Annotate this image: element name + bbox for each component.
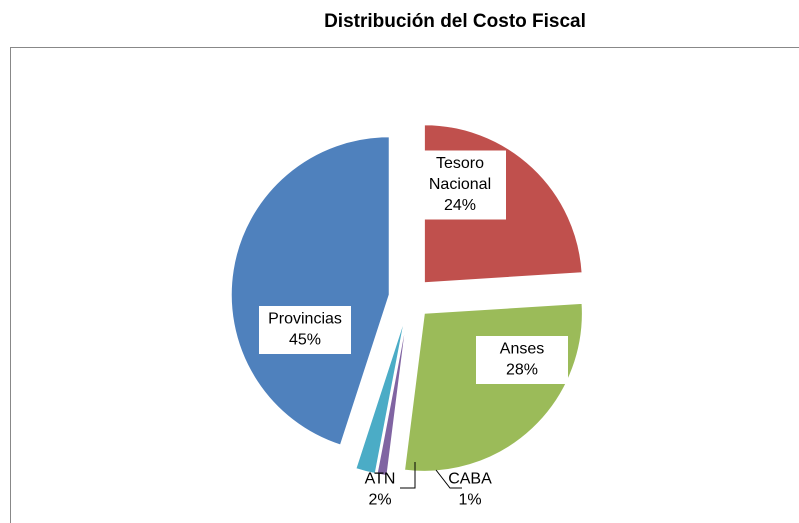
slice-label: ATN: [365, 471, 396, 488]
slice-value-label: 24%: [444, 197, 476, 214]
pie-slice: [230, 136, 390, 446]
slice-value-label: 45%: [289, 332, 321, 349]
leader-line: [435, 469, 462, 489]
slice-label-line: CABA: [448, 471, 492, 488]
slice-label: Tesoro Nacional: [429, 155, 491, 193]
pie-slice: [355, 318, 406, 475]
slice-label: Provincias: [268, 311, 342, 328]
slice-label-line: Nacional: [429, 176, 491, 193]
chart-title: Distribución del Costo Fiscal: [324, 11, 586, 32]
slice-value-label: 2%: [368, 492, 391, 509]
label-box: [476, 336, 568, 384]
slice-value-label: 28%: [506, 362, 538, 379]
label-box: [414, 150, 506, 220]
chart-frame: [10, 47, 799, 523]
slice-label: Anses: [500, 341, 544, 358]
slice-label-line: Provincias: [268, 311, 342, 328]
slice-label: CABA: [448, 471, 492, 488]
pie-slice: [376, 318, 408, 477]
slice-label-line: Tesoro: [436, 155, 484, 172]
slice-value-label: 1%: [458, 492, 481, 509]
slice-label-line: ATN: [365, 471, 396, 488]
label-box: [259, 306, 351, 354]
slice-label-line: Anses: [500, 341, 544, 358]
leader-line: [400, 462, 416, 489]
